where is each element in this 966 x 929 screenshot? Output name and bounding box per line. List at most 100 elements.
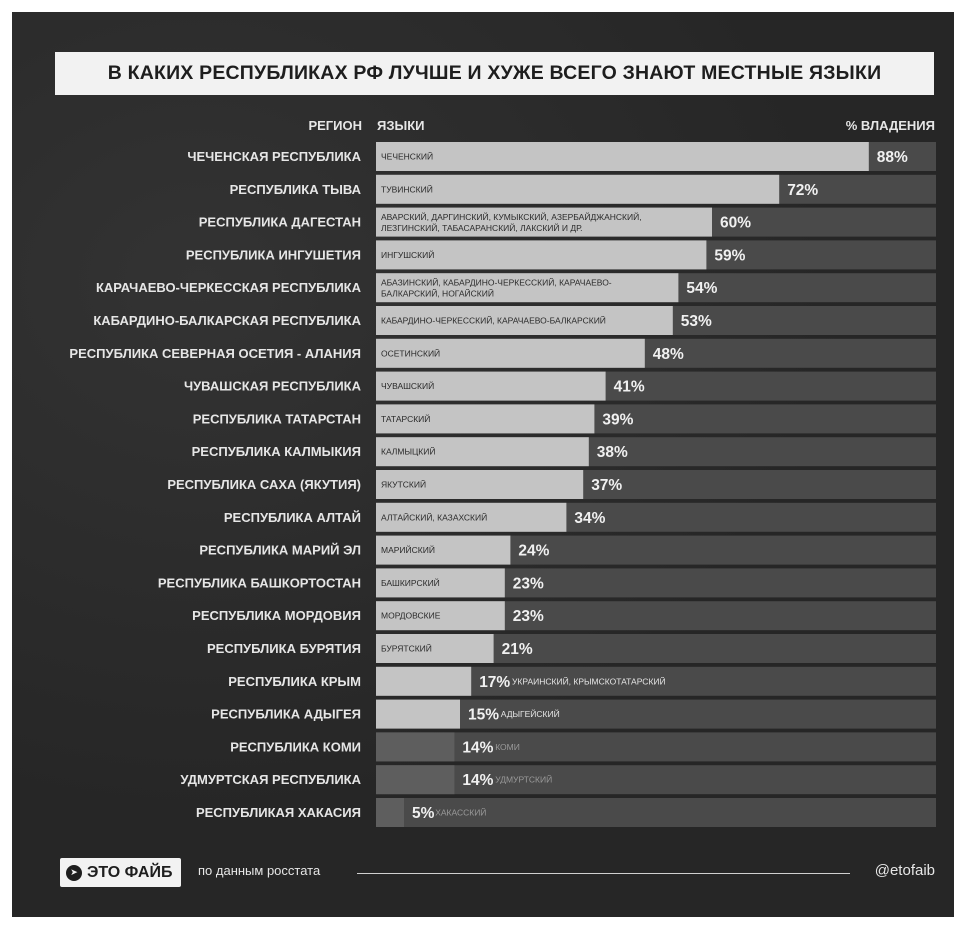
value-label: 5%	[412, 805, 435, 822]
language-label: КАЛМЫЦКИЙ	[381, 446, 435, 457]
bar	[376, 732, 455, 762]
region-label: КАБАРДИНО-БАЛКАРСКАЯ РЕСПУБЛИКА	[93, 313, 361, 328]
bar	[376, 666, 472, 696]
value-label: 48%	[653, 346, 684, 363]
bar	[376, 765, 455, 795]
bar	[376, 404, 595, 434]
language-label: ТАТАРСКИЙ	[381, 413, 430, 424]
value-label: 60%	[720, 215, 751, 232]
language-label: ЛЕЗГИНСКИЙ, ТАБАСАРАНСКИЙ, ЛАКСКИЙ И ДР.	[381, 222, 583, 233]
language-label: ОСЕТИНСКИЙ	[381, 347, 440, 358]
language-label: АБАЗИНСКИЙ, КАБАРДИНО-ЧЕРКЕССКИЙ, КАРАЧА…	[381, 277, 612, 288]
region-label: РЕСПУБЛИКА СЕВЕРНАЯ ОСЕТИЯ - АЛАНИЯ	[69, 346, 361, 361]
language-label: ЧУВАШСКИЙ	[381, 380, 434, 391]
region-label: РЕСПУБЛИКА БАШКОРТОСТАН	[158, 575, 361, 590]
language-label: АДЫГЕЙСКИЙ	[501, 708, 560, 719]
region-label: ЧУВАШСКАЯ РЕСПУБЛИКА	[184, 379, 362, 394]
source-note: по данным росстата	[198, 863, 321, 878]
region-label: РЕСПУБЛИКА ТАТАРСТАН	[193, 411, 361, 426]
language-label: ХАКАССКИЙ	[435, 807, 486, 818]
value-label: 14%	[462, 739, 493, 756]
region-label: РЕСПУБЛИКА ТЫВА	[230, 182, 362, 197]
language-label: УКРАИНСКИЙ, КРЫМСКОТАТАРСКИЙ	[512, 675, 666, 686]
telegram-icon: ➤	[66, 864, 82, 881]
bar	[376, 568, 505, 598]
language-label: БАЛКАРСКИЙ, НОГАЙСКИЙ	[381, 288, 494, 299]
bar	[376, 142, 869, 171]
language-label: АЛТАЙСКИЙ, КАЗАХСКИЙ	[381, 511, 487, 522]
value-label: 14%	[462, 772, 493, 789]
value-label: 24%	[518, 543, 549, 560]
bar-track	[376, 699, 936, 729]
region-label: РЕСПУБЛИКА ДАГЕСТАН	[199, 215, 361, 230]
value-label: 39%	[602, 411, 633, 428]
language-label: БАШКИРСКИЙ	[381, 577, 440, 588]
bar	[376, 174, 780, 204]
value-label: 23%	[513, 608, 544, 625]
header-languages: ЯЗЫКИ	[377, 118, 425, 133]
value-label: 88%	[877, 149, 908, 166]
language-label: УДМУРТСКИЙ	[495, 774, 552, 785]
bar	[376, 338, 645, 368]
value-label: 38%	[597, 444, 628, 461]
bar-track	[376, 798, 936, 827]
region-label: ЧЕЧЕНСКАЯ РЕСПУБЛИКА	[187, 149, 361, 164]
footer-divider	[357, 873, 850, 874]
value-label: 23%	[513, 575, 544, 592]
region-label: РЕСПУБЛИКА АДЫГЕЯ	[211, 707, 361, 722]
region-label: РЕСПУБЛИКА МАРИЙ ЭЛ	[199, 543, 361, 558]
region-label: РЕСПУБЛИКА КАЛМЫКИЯ	[192, 444, 361, 459]
region-label: КАРАЧАЕВО-ЧЕРКЕССКАЯ РЕСПУБЛИКА	[96, 280, 362, 295]
bar	[376, 502, 567, 532]
value-label: 21%	[502, 641, 533, 658]
bar	[376, 798, 404, 827]
bar-track	[376, 765, 936, 795]
logo-text: ЭТО ФАЙБ	[87, 863, 173, 881]
language-label: ТУВИНСКИЙ	[381, 183, 433, 194]
language-label: ЧЕЧЕНСКИЙ	[381, 151, 433, 162]
language-label: МОРДОВСКИЕ	[381, 611, 441, 621]
header-region: РЕГИОН	[308, 118, 362, 133]
bar	[376, 207, 712, 237]
logo-badge[interactable]: ➤ ЭТО ФАЙБ	[60, 858, 182, 887]
bar	[376, 601, 505, 631]
bar	[376, 437, 589, 467]
bar	[376, 371, 606, 401]
region-label: РЕСПУБЛИКА ИНГУШЕТИЯ	[186, 247, 361, 262]
header-percent: % ВЛАДЕНИЯ	[845, 118, 935, 133]
value-label: 53%	[681, 313, 712, 330]
bar	[376, 634, 494, 663]
language-label: КОМИ	[495, 742, 520, 752]
bar	[376, 470, 584, 499]
value-label: 41%	[614, 379, 645, 396]
value-label: 34%	[574, 510, 605, 527]
value-label: 54%	[686, 280, 717, 297]
region-label: РЕСПУБЛИКА БУРЯТИЯ	[207, 641, 361, 656]
chart-title: В КАКИХ РЕСПУБЛИКАХ РФ ЛУЧШЕ И ХУЖЕ ВСЕГ…	[107, 62, 882, 84]
region-label: РЕСПУБЛИКА АЛТАЙ	[224, 510, 361, 525]
language-label: КАБАРДИНО-ЧЕРКЕССКИЙ, КАРАЧАЕВО-БАЛКАРСК…	[381, 315, 606, 326]
social-handle: @etofaib	[874, 862, 935, 879]
value-label: 59%	[714, 247, 745, 264]
region-label: РЕСПУБЛИКАЯ ХАКАСИЯ	[196, 805, 361, 820]
bar	[376, 240, 707, 270]
title-banner: В КАКИХ РЕСПУБЛИКАХ РФ ЛУЧШЕ И ХУЖЕ ВСЕГ…	[55, 52, 934, 95]
region-label: УДМУРТСКАЯ РЕСПУБЛИКА	[180, 772, 361, 787]
bar	[376, 535, 511, 565]
region-label: РЕСПУБЛИКА КОМИ	[230, 739, 361, 754]
value-label: 15%	[468, 707, 499, 724]
region-label: РЕСПУБЛИКА КРЫМ	[228, 674, 361, 689]
region-label: РЕСПУБЛИКА САХА (ЯКУТИЯ)	[167, 477, 361, 492]
value-label: 72%	[787, 182, 818, 199]
language-label: МАРИЙСКИЙ	[381, 544, 435, 555]
value-label: 17%	[479, 674, 510, 691]
language-label: ЯКУТСКИЙ	[381, 479, 426, 490]
bar	[376, 306, 673, 335]
value-label: 37%	[591, 477, 622, 494]
region-label: РЕСПУБЛИКА МОРДОВИЯ	[192, 608, 361, 623]
language-label: АВАРСКИЙ, ДАРГИНСКИЙ, КУМЫКСКИЙ, АЗЕРБАЙ…	[381, 211, 642, 222]
bar-track	[376, 732, 936, 762]
bar	[376, 273, 679, 303]
language-label: ИНГУШСКИЙ	[381, 249, 434, 260]
